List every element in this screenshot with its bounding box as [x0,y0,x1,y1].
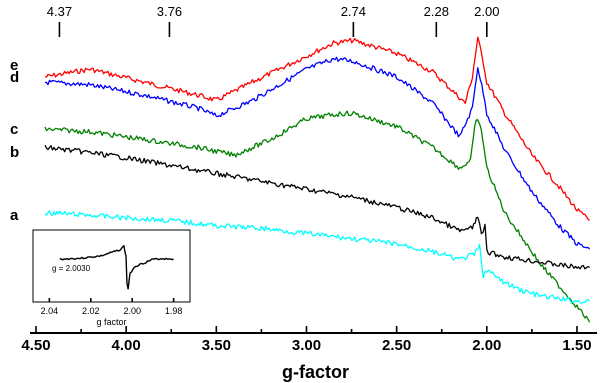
series-b-letter: b [10,144,19,161]
x-tick-label: 2.50 [382,337,411,354]
top-marker-label: 4.37 [47,4,72,19]
inset-tick-label: 2.02 [82,306,100,316]
top-markers: 4.37 3.76 2.74 2.28 2.00 [47,4,499,37]
x-tick-label: 3.50 [202,337,231,354]
series-e-letter: e [10,57,18,74]
series-b-line [44,144,590,270]
inset-panel: g = 2.0030 2.04 2.02 2.00 1.98 g factor [32,229,191,327]
series-d-letter: d [10,69,19,86]
x-tick-label: 1.50 [562,337,591,354]
top-marker-label: 2.00 [474,4,499,19]
inset-frame [32,229,191,303]
x-tick-label: 2.00 [472,337,501,354]
x-tick-label: 3.00 [292,337,321,354]
x-axis-label: g-factor [282,362,349,382]
inset-tick-label: 1.98 [165,306,183,316]
inset-line [59,244,174,290]
series-a-letter: a [10,207,19,224]
x-axis: 4.50 4.00 3.50 3.00 2.50 2.00 1.50 [21,326,597,354]
x-tick-label: 4.00 [112,337,141,354]
series-e-line [44,36,591,221]
top-marker-label: 2.28 [424,4,449,19]
inset-x-label: g factor [96,317,126,327]
x-tick-label: 4.50 [21,337,50,354]
series-letters: ed cb a [10,57,19,224]
inset-tick-label: 2.00 [123,306,141,316]
series-a-line [44,210,591,305]
top-marker-label: 3.76 [157,4,182,19]
series-c-letter: c [10,121,18,138]
inset-annotation: g = 2.0030 [52,264,91,273]
series-d-line [44,56,591,250]
top-marker-label: 2.74 [341,4,366,19]
series-layer [44,36,591,323]
inset-tick-label: 2.04 [41,306,59,316]
series-c-line [44,110,591,323]
